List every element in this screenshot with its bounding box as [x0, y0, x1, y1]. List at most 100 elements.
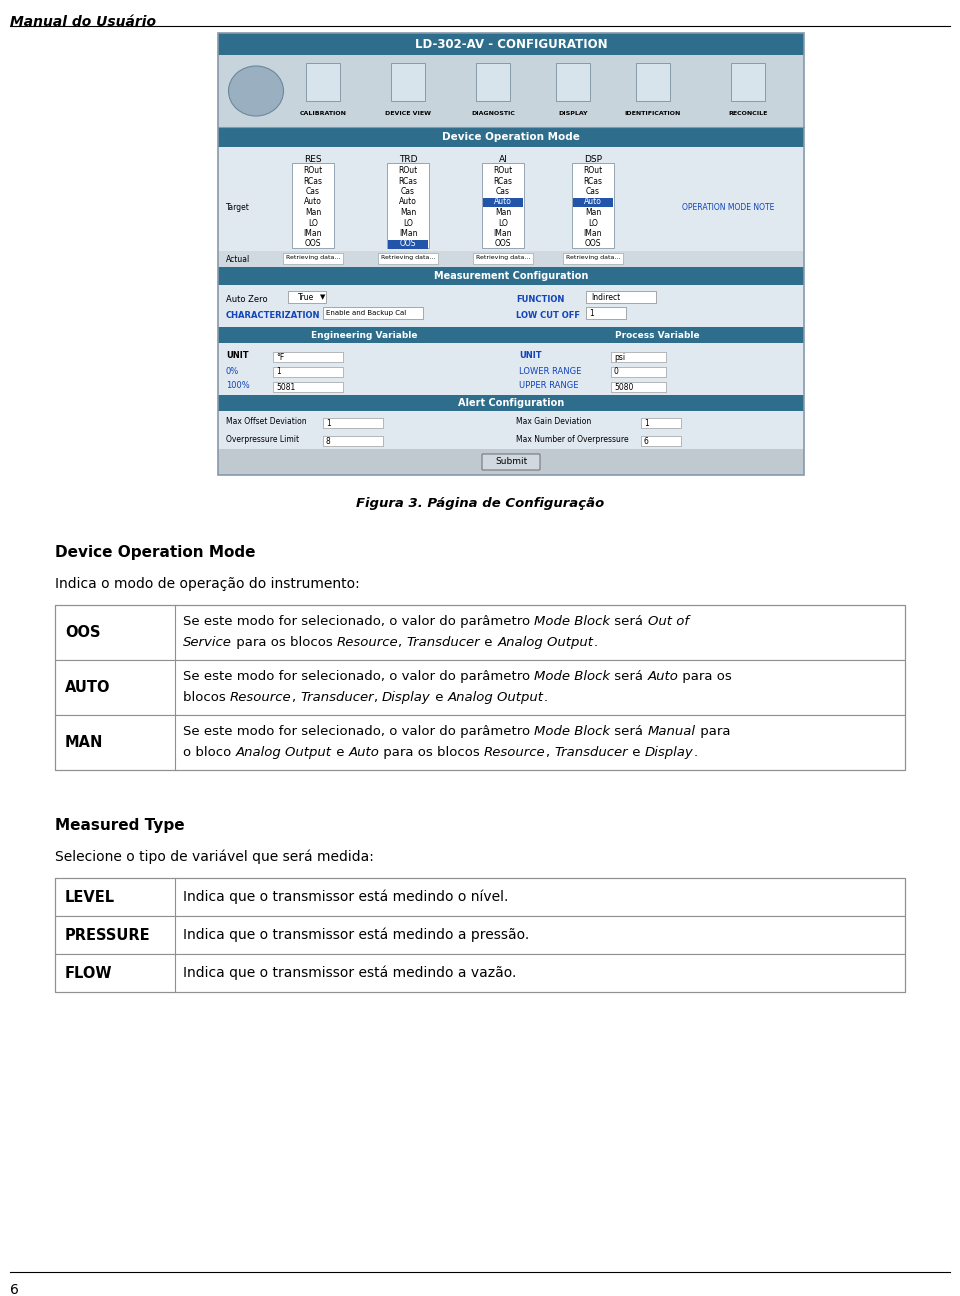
Text: Cas: Cas	[586, 187, 600, 196]
Text: e: e	[628, 746, 644, 759]
Text: Measurement Configuration: Measurement Configuration	[434, 271, 588, 281]
Text: e: e	[481, 636, 497, 649]
Bar	[55, 877, 905, 916]
Text: Man: Man	[494, 207, 511, 216]
Text: Auto: Auto	[648, 670, 679, 683]
Text: OOS: OOS	[399, 240, 417, 249]
Bar	[55, 954, 905, 991]
Text: LOW CUT OFF: LOW CUT OFF	[516, 311, 580, 320]
Text: Indirect: Indirect	[591, 293, 620, 302]
Text: Manual do Usuário: Manual do Usuário	[10, 16, 156, 29]
Text: IMan: IMan	[398, 229, 418, 238]
Bar	[323, 307, 423, 319]
Text: IMan: IMan	[303, 229, 323, 238]
Text: Man: Man	[305, 207, 322, 216]
Text: 1: 1	[326, 419, 331, 428]
Text: ,: ,	[545, 746, 554, 759]
Text: OOS: OOS	[304, 240, 322, 249]
Text: ,: ,	[373, 691, 382, 704]
Bar	[391, 64, 425, 101]
Text: 6: 6	[644, 437, 649, 446]
Text: .: .	[593, 636, 597, 649]
Text: Cas: Cas	[401, 187, 415, 196]
Bar	[218, 267, 804, 285]
Bar	[55, 916, 905, 954]
Bar	[218, 327, 511, 343]
Text: Retrieving data...: Retrieving data...	[286, 255, 340, 260]
Text: para os: para os	[679, 670, 732, 683]
Bar	[482, 163, 524, 248]
Bar	[641, 419, 681, 428]
Bar	[55, 715, 905, 770]
Text: Retrieving data...: Retrieving data...	[381, 255, 435, 260]
Text: ,: ,	[292, 691, 300, 704]
Text: Auto: Auto	[399, 197, 417, 206]
Text: para os blocos: para os blocos	[379, 746, 484, 759]
Text: RCas: RCas	[303, 176, 323, 185]
Text: Auto: Auto	[494, 197, 512, 206]
Text: será: será	[611, 616, 648, 629]
Text: Alert Configuration: Alert Configuration	[458, 398, 564, 408]
Text: Max Gain Deviation: Max Gain Deviation	[516, 417, 591, 426]
Bar	[55, 660, 905, 715]
Text: Service: Service	[183, 636, 232, 649]
Text: Auto: Auto	[584, 197, 602, 206]
Bar	[218, 251, 804, 267]
Text: Actual: Actual	[226, 254, 251, 263]
Text: Retrieving data...: Retrieving data...	[565, 255, 620, 260]
Text: Transducer: Transducer	[300, 691, 373, 704]
Text: True: True	[298, 293, 314, 302]
Text: Man: Man	[585, 207, 601, 216]
Bar	[476, 64, 510, 101]
Text: Measured Type: Measured Type	[55, 818, 184, 833]
Bar	[387, 163, 429, 248]
Text: 0%: 0%	[226, 367, 239, 376]
Text: para os blocos: para os blocos	[232, 636, 337, 649]
Text: IMan: IMan	[584, 229, 602, 238]
Text: Auto Zero: Auto Zero	[226, 295, 268, 305]
Bar	[483, 197, 523, 207]
Text: UNIT: UNIT	[226, 351, 249, 360]
Ellipse shape	[228, 66, 283, 117]
Text: Display: Display	[644, 746, 693, 759]
Text: Overpressure Limit: Overpressure Limit	[226, 435, 300, 445]
Text: OOS: OOS	[494, 240, 512, 249]
Text: será: será	[611, 670, 648, 683]
Bar	[273, 353, 343, 362]
Text: Man: Man	[400, 207, 416, 216]
FancyBboxPatch shape	[482, 454, 540, 470]
Text: RCas: RCas	[398, 176, 418, 185]
Bar	[388, 240, 428, 249]
Text: Max Offset Deviation: Max Offset Deviation	[226, 417, 306, 426]
Text: DEVICE VIEW: DEVICE VIEW	[385, 111, 431, 117]
Text: Figura 3. Página de Configuração: Figura 3. Página de Configuração	[356, 496, 604, 511]
Text: DSP: DSP	[584, 156, 602, 165]
Bar	[323, 435, 383, 446]
Text: TRD: TRD	[398, 156, 418, 165]
Text: LOWER RANGE: LOWER RANGE	[519, 367, 582, 376]
Bar	[573, 197, 613, 207]
Text: 1: 1	[276, 368, 280, 377]
Text: Enable and Backup Cal: Enable and Backup Cal	[326, 310, 406, 316]
Bar	[218, 146, 804, 267]
Text: CHARACTERIZATION: CHARACTERIZATION	[226, 311, 321, 320]
Text: Retrieving data...: Retrieving data...	[476, 255, 530, 260]
Text: OPERATION MODE NOTE: OPERATION MODE NOTE	[682, 202, 774, 211]
Text: OOS: OOS	[585, 240, 601, 249]
Text: psi: psi	[614, 353, 625, 362]
Bar	[292, 163, 334, 248]
Text: ,: ,	[398, 636, 407, 649]
Text: 8: 8	[326, 437, 331, 446]
Text: e: e	[431, 691, 447, 704]
Text: Resource: Resource	[337, 636, 398, 649]
Bar	[218, 54, 804, 127]
Text: Se este modo for selecionado, o valor do parâmetro: Se este modo for selecionado, o valor do…	[183, 724, 535, 737]
Text: será: será	[611, 724, 648, 737]
Text: Out of: Out of	[648, 616, 688, 629]
Text: RECONCILE: RECONCILE	[729, 111, 768, 117]
Text: RES: RES	[304, 156, 322, 165]
Text: LO: LO	[308, 219, 318, 228]
Bar	[586, 307, 626, 319]
Text: Transducer: Transducer	[554, 746, 628, 759]
Text: AI: AI	[498, 156, 508, 165]
